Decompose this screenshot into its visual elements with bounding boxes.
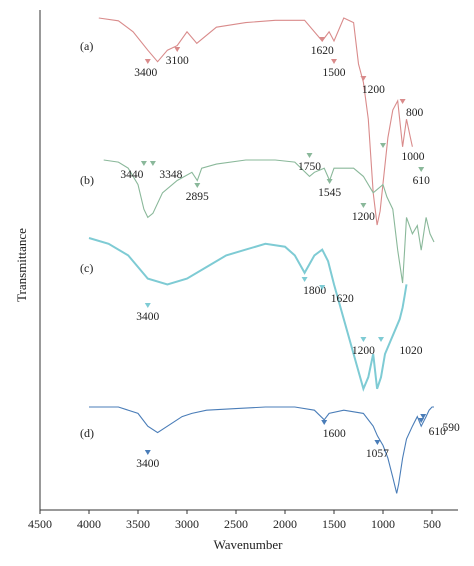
peak-marker [319, 285, 326, 290]
peak-label: 1620 [311, 45, 334, 57]
x-tick-label: 4500 [28, 517, 52, 531]
peak-marker [360, 203, 367, 208]
peak-marker [301, 277, 308, 282]
series-line [88, 237, 408, 392]
x-tick-label: 4000 [77, 517, 101, 531]
peak-label: 1620 [331, 293, 354, 305]
x-ticks: 4500 4000 3500 3000 2500 2000 1500 1000 500 [28, 510, 441, 531]
peak-marker [321, 420, 328, 425]
peak-label: 610 [429, 426, 447, 438]
x-tick-label: 2500 [224, 517, 248, 531]
peak-label: 1600 [323, 428, 346, 440]
peak-marker [378, 337, 384, 342]
peak-marker [418, 167, 425, 172]
peak-label: 1057 [366, 448, 389, 460]
peak-marker [374, 440, 381, 445]
x-tick-label: 500 [423, 517, 441, 531]
peak-label: 1200 [352, 345, 375, 357]
series-name: (a) [80, 39, 93, 53]
peak-label: 1500 [323, 67, 346, 79]
peak-marker [144, 59, 151, 64]
peak-marker [360, 337, 367, 342]
peak-marker [420, 414, 427, 419]
y-axis-title: Transmittance [14, 228, 29, 302]
x-tick-label: 3000 [175, 517, 199, 531]
series-line [98, 17, 413, 226]
peak-label: 2895 [186, 191, 209, 203]
peak-label: 1800 [303, 285, 326, 297]
x-axis-title: Wavenumber [214, 537, 284, 552]
peak-label: 1750 [298, 161, 321, 173]
x-tick-label: 2000 [273, 517, 297, 531]
peak-label: 610 [413, 175, 431, 187]
peak-marker [194, 183, 201, 188]
peak-label: 1000 [402, 151, 425, 163]
peak-marker [360, 76, 367, 81]
x-tick-label: 1500 [322, 517, 346, 531]
peak-label: 3100 [166, 55, 189, 67]
peak-marker [306, 153, 313, 158]
peak-marker [144, 450, 151, 455]
series-line [103, 159, 435, 284]
peak-label: 1545 [318, 187, 341, 199]
x-tick-label: 1000 [371, 517, 395, 531]
peak-marker [331, 59, 337, 64]
peak-label: 800 [406, 107, 424, 119]
peak-label: 1200 [352, 211, 375, 223]
peak-marker [174, 47, 181, 52]
peak-label: 1020 [400, 345, 423, 357]
peak-label: 3400 [134, 67, 157, 79]
series-name: (c) [80, 261, 93, 275]
labels-layer: (a) 3400 3100 1620 1500 1200 800 (b) 3440 3348 289… [80, 37, 460, 470]
peak-label: 3440 [120, 169, 143, 181]
peak-label: 3400 [136, 311, 159, 323]
peak-label: 1200 [362, 84, 385, 96]
peak-label: 590 [443, 422, 461, 434]
series-name: (d) [80, 426, 94, 440]
peak-label: 3348 [159, 169, 182, 181]
peak-label: 3400 [136, 458, 159, 470]
peak-marker [140, 161, 147, 166]
peak-marker [149, 161, 156, 166]
x-tick-label: 3500 [126, 517, 150, 531]
peak-marker [418, 418, 425, 423]
peak-marker [144, 303, 151, 308]
peak-marker [326, 179, 333, 184]
peak-marker [319, 37, 326, 42]
series-name: (b) [80, 173, 94, 187]
series-line [89, 406, 434, 494]
peak-marker [380, 143, 386, 148]
peak-marker [399, 99, 406, 104]
series-layer [88, 17, 435, 494]
